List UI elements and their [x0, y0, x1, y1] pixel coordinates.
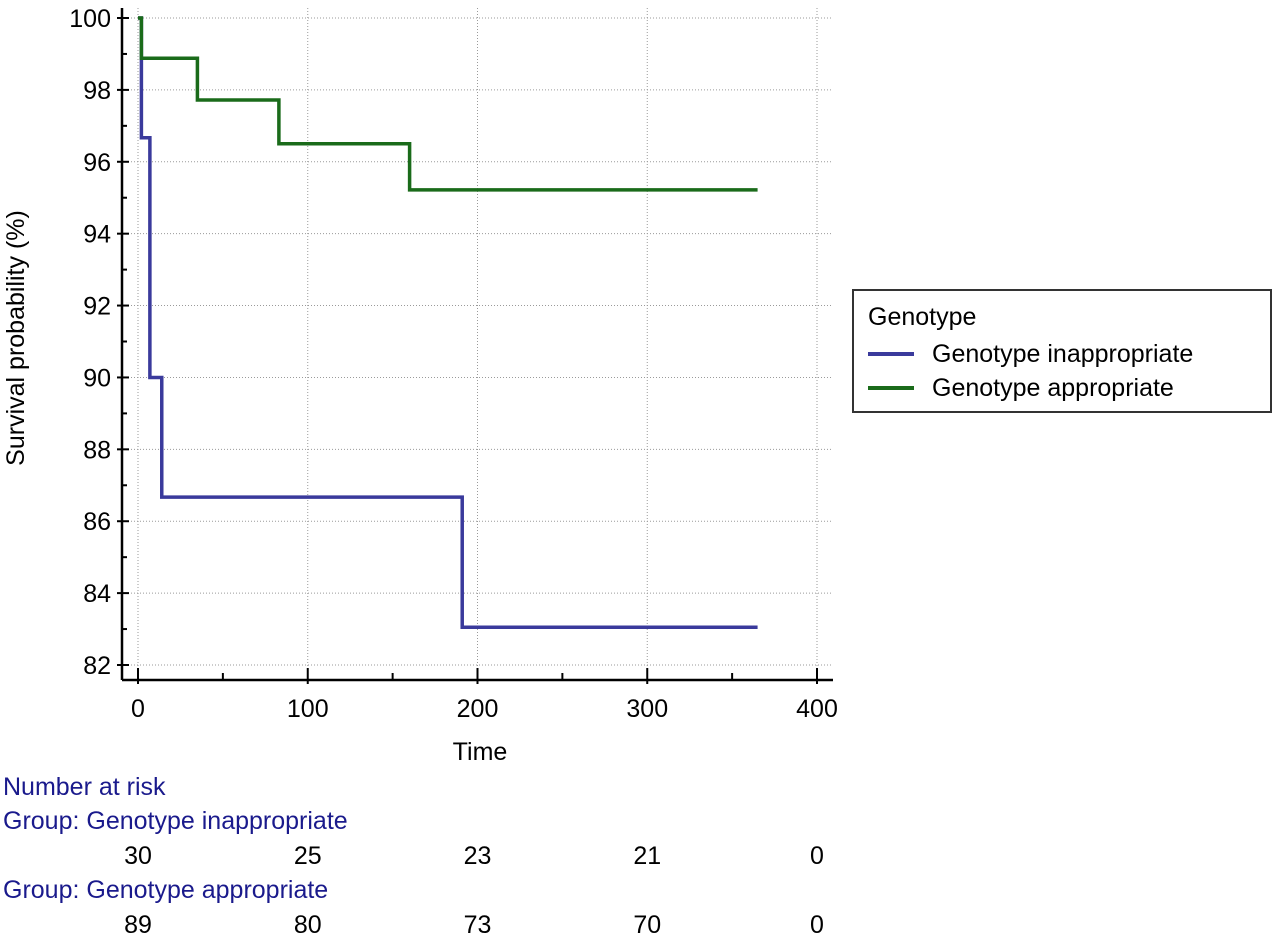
tick-labels: 82 84 86 88 90 92 94 96 98 100 0 100 200 300 400 [69, 5, 838, 723]
legend-item-appropriate: Genotype appropriate [868, 373, 1174, 403]
x-axis-title: Time [453, 738, 508, 766]
legend-swatch-appropriate [868, 386, 914, 390]
y-tick-label-90: 90 [83, 364, 111, 392]
y-tick-label-100: 100 [69, 5, 111, 33]
y-axis-title: Survival probability (%) [2, 210, 30, 466]
legend-item-inappropriate: Genotype inappropriate [868, 339, 1193, 369]
y-tick-label-84: 84 [83, 580, 111, 608]
legend-title: Genotype [868, 303, 977, 331]
series-line-inappropriate [138, 16, 758, 630]
legend-label-inappropriate: Genotype inappropriate [932, 339, 1194, 368]
y-tick-label-94: 94 [83, 221, 111, 249]
y-tick-label-96: 96 [83, 149, 111, 177]
series-line-appropriate [138, 16, 758, 192]
legend-swatch-inappropriate [868, 352, 914, 356]
x-tick-label-200: 200 [457, 695, 499, 723]
x-tick-label-100: 100 [287, 695, 329, 723]
x-tick-label-0: 0 [131, 695, 145, 723]
legend-label-appropriate: Genotype appropriate [932, 373, 1174, 402]
y-tick-label-86: 86 [83, 508, 111, 536]
y-tick-label-82: 82 [83, 652, 111, 680]
y-tick-label-88: 88 [83, 436, 111, 464]
x-tick-label-400: 400 [796, 695, 838, 723]
y-tick-label-92: 92 [83, 293, 111, 321]
series-lines [138, 16, 758, 630]
y-tick-label-98: 98 [83, 77, 111, 105]
legend: Genotype Genotype inappropriate Genotype… [852, 289, 1272, 413]
grid [122, 8, 832, 680]
axes [117, 8, 833, 684]
x-tick-label-300: 300 [626, 695, 668, 723]
